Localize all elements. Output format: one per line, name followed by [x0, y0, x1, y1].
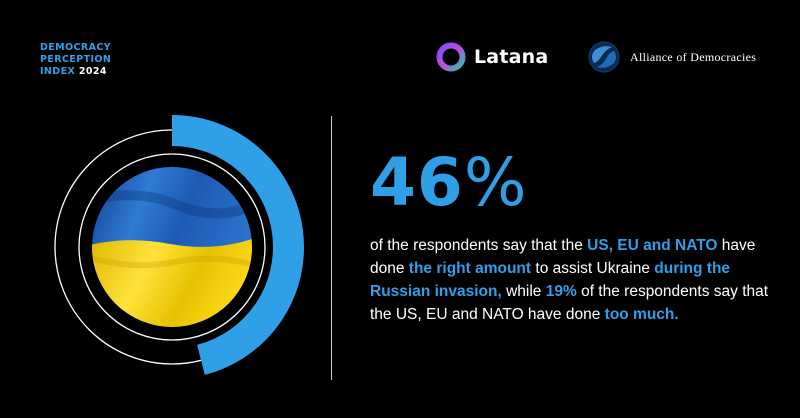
vertical-divider — [331, 116, 332, 380]
index-title-line2: PERCEPTION — [40, 54, 112, 65]
statement-highlight-1: US, EU and NATO — [587, 237, 718, 254]
alliance-logo: Alliance of Democracies — [588, 41, 756, 73]
statement-highlight-4: 19% — [545, 283, 577, 300]
index-title: DEMOCRACY PERCEPTION INDEX 2024 — [40, 42, 111, 78]
statement-part-2: have done — [370, 237, 756, 277]
index-title-line3: INDEX 2024 — [40, 66, 107, 77]
index-year: 2024 — [78, 66, 107, 77]
headline-value: 46 — [370, 144, 464, 221]
headline-percentage: 46% — [370, 148, 528, 218]
donut-inner-ring — [78, 153, 266, 341]
statement-text: of the respondents say that the US, EU a… — [370, 234, 770, 326]
latana-logo-icon — [436, 42, 466, 72]
headline-unit: % — [463, 144, 528, 221]
statement-part-3: to assist Ukraine — [531, 260, 655, 277]
statement-part-1: of the respondents say that the — [370, 237, 588, 254]
alliance-globe-icon — [588, 41, 620, 73]
alliance-label: Alliance of Democracies — [630, 49, 757, 64]
statement-highlight-2: the right amount — [408, 260, 532, 277]
statement-part-4: while — [501, 283, 546, 300]
index-title-line1: DEMOCRACY — [40, 42, 111, 53]
latana-label: Latana — [474, 46, 549, 68]
donut-percent-arc — [172, 115, 305, 375]
latana-logo: Latana — [436, 42, 548, 72]
statement-highlight-3: during the Russian invasion, — [370, 260, 731, 300]
ukraine-flag-image — [92, 167, 252, 327]
statement-part-5: of the respondents say that the US, EU a… — [370, 283, 769, 323]
statement-highlight-5: too much. — [604, 306, 679, 323]
